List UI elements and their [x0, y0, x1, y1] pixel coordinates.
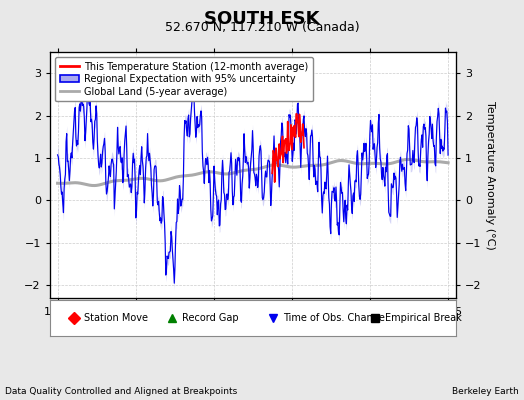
Y-axis label: Temperature Anomaly (°C): Temperature Anomaly (°C) — [485, 101, 495, 249]
Text: Record Gap: Record Gap — [182, 313, 238, 323]
Text: Data Quality Controlled and Aligned at Breakpoints: Data Quality Controlled and Aligned at B… — [5, 387, 237, 396]
Text: 52.670 N, 117.210 W (Canada): 52.670 N, 117.210 W (Canada) — [165, 21, 359, 34]
Text: Berkeley Earth: Berkeley Earth — [452, 387, 519, 396]
Text: SOUTH ESK: SOUTH ESK — [204, 10, 320, 28]
Legend: This Temperature Station (12-month average), Regional Expectation with 95% uncer: This Temperature Station (12-month avera… — [54, 57, 313, 102]
Text: Station Move: Station Move — [84, 313, 148, 323]
Text: Time of Obs. Change: Time of Obs. Change — [283, 313, 385, 323]
Text: Empirical Break: Empirical Break — [385, 313, 462, 323]
